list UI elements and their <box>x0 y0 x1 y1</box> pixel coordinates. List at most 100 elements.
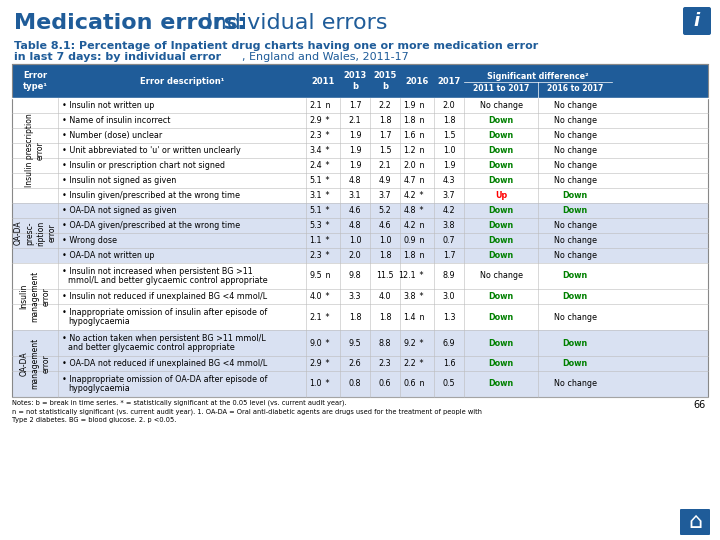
Text: 1.9: 1.9 <box>348 161 361 170</box>
FancyBboxPatch shape <box>12 98 708 113</box>
Text: 2.0: 2.0 <box>348 251 361 260</box>
Text: Significant difference²: Significant difference² <box>487 72 589 81</box>
Text: 1.8: 1.8 <box>403 251 416 260</box>
Text: 2011: 2011 <box>311 77 335 85</box>
Text: 4.0: 4.0 <box>310 292 322 301</box>
FancyBboxPatch shape <box>12 263 708 289</box>
FancyBboxPatch shape <box>680 509 710 535</box>
Text: ⌂: ⌂ <box>688 512 702 532</box>
Text: 0.9: 0.9 <box>403 236 416 245</box>
Text: n: n <box>417 313 425 321</box>
Text: • Insulin not increased when persistent BG >11: • Insulin not increased when persistent … <box>62 267 253 276</box>
Text: *: * <box>323 131 330 140</box>
Text: Insulin prescription
error: Insulin prescription error <box>25 113 45 187</box>
Text: 2015
b: 2015 b <box>373 71 397 91</box>
Text: 9.2: 9.2 <box>403 339 416 348</box>
Text: 2.3: 2.3 <box>310 251 322 260</box>
Text: 9.8: 9.8 <box>348 272 361 280</box>
FancyBboxPatch shape <box>12 188 708 203</box>
Text: 1.6: 1.6 <box>443 359 455 368</box>
Text: 1.9: 1.9 <box>348 131 361 140</box>
Text: 1.8: 1.8 <box>379 251 391 260</box>
Text: 5.1: 5.1 <box>310 176 322 185</box>
FancyBboxPatch shape <box>12 248 708 263</box>
Text: Down: Down <box>488 131 513 140</box>
Text: 3.1: 3.1 <box>348 191 361 200</box>
Text: No change: No change <box>554 221 596 230</box>
Text: No change: No change <box>554 131 596 140</box>
FancyBboxPatch shape <box>12 218 708 233</box>
Text: 1.5: 1.5 <box>443 131 455 140</box>
Text: 1.0: 1.0 <box>310 380 322 388</box>
Text: n: n <box>417 251 425 260</box>
Text: *: * <box>323 206 330 215</box>
Text: 0.8: 0.8 <box>348 380 361 388</box>
Text: Down: Down <box>488 339 513 348</box>
Text: n: n <box>417 161 425 170</box>
Text: Down: Down <box>562 206 588 215</box>
Text: hypoglycaemia: hypoglycaemia <box>68 317 130 326</box>
FancyBboxPatch shape <box>12 98 58 203</box>
Text: • Insulin not signed as given: • Insulin not signed as given <box>62 176 176 185</box>
Text: • OA-DA not reduced if unexplained BG <4 mmol/L: • OA-DA not reduced if unexplained BG <4… <box>62 359 267 368</box>
FancyBboxPatch shape <box>12 113 708 128</box>
Text: 1.8: 1.8 <box>403 116 416 125</box>
Text: , England and Wales, 2011-17: , England and Wales, 2011-17 <box>242 52 409 62</box>
Text: *: * <box>323 146 330 155</box>
Text: • Insulin given/prescribed at the wrong time: • Insulin given/prescribed at the wrong … <box>62 191 240 200</box>
FancyBboxPatch shape <box>12 263 58 330</box>
Text: 2.3: 2.3 <box>379 359 391 368</box>
Text: 3.3: 3.3 <box>348 292 361 301</box>
Text: 1.9: 1.9 <box>443 161 455 170</box>
Text: *: * <box>323 161 330 170</box>
Text: OA-DA
presc-
ription
error: OA-DA presc- ription error <box>14 220 56 246</box>
Text: n: n <box>417 221 425 230</box>
Text: n: n <box>417 146 425 155</box>
Text: • Wrong dose: • Wrong dose <box>62 236 117 245</box>
Text: 1.0: 1.0 <box>348 236 361 245</box>
Text: 8.8: 8.8 <box>379 339 391 348</box>
Text: Down: Down <box>488 221 513 230</box>
Text: No change: No change <box>480 272 523 280</box>
Text: Medication errors:: Medication errors: <box>14 13 246 33</box>
FancyBboxPatch shape <box>12 330 708 356</box>
Text: 2016: 2016 <box>405 77 428 85</box>
FancyBboxPatch shape <box>12 158 708 173</box>
Text: 5.1: 5.1 <box>310 206 322 215</box>
Text: 4.0: 4.0 <box>379 292 391 301</box>
FancyBboxPatch shape <box>12 143 708 158</box>
Text: *: * <box>323 191 330 200</box>
Text: • Insulin or prescription chart not signed: • Insulin or prescription chart not sign… <box>62 161 225 170</box>
Text: *: * <box>417 292 423 301</box>
Text: *: * <box>323 313 330 321</box>
Text: 8.9: 8.9 <box>443 272 455 280</box>
Text: 9.0: 9.0 <box>310 339 322 348</box>
Text: 1.9: 1.9 <box>403 101 416 110</box>
Text: 2011 to 2017: 2011 to 2017 <box>473 84 529 93</box>
Text: 1.3: 1.3 <box>443 313 455 321</box>
Text: No change: No change <box>554 116 596 125</box>
Text: 4.7: 4.7 <box>403 176 416 185</box>
Text: 5.3: 5.3 <box>310 221 322 230</box>
Text: 1.0: 1.0 <box>379 236 391 245</box>
Text: 0.6: 0.6 <box>379 380 391 388</box>
Text: OA-DA
management
error: OA-DA management error <box>19 338 50 389</box>
Text: n: n <box>417 116 425 125</box>
Text: 1.7: 1.7 <box>443 251 455 260</box>
Text: 0.6: 0.6 <box>403 380 416 388</box>
Text: 2.9: 2.9 <box>310 359 322 368</box>
FancyBboxPatch shape <box>12 289 708 304</box>
Text: *: * <box>323 380 330 388</box>
Text: hypoglycaemia: hypoglycaemia <box>68 384 130 393</box>
Text: *: * <box>323 236 330 245</box>
FancyBboxPatch shape <box>12 203 58 263</box>
Text: and better glycaemic control appropriate: and better glycaemic control appropriate <box>68 343 235 352</box>
Text: No change: No change <box>554 176 596 185</box>
Text: Error description¹: Error description¹ <box>140 77 224 85</box>
Text: Down: Down <box>488 146 513 155</box>
Text: 2.2: 2.2 <box>379 101 392 110</box>
Text: 1.8: 1.8 <box>379 313 391 321</box>
Text: 4.8: 4.8 <box>348 221 361 230</box>
Text: 2.1: 2.1 <box>310 313 322 321</box>
Text: Individual errors: Individual errors <box>199 13 387 33</box>
